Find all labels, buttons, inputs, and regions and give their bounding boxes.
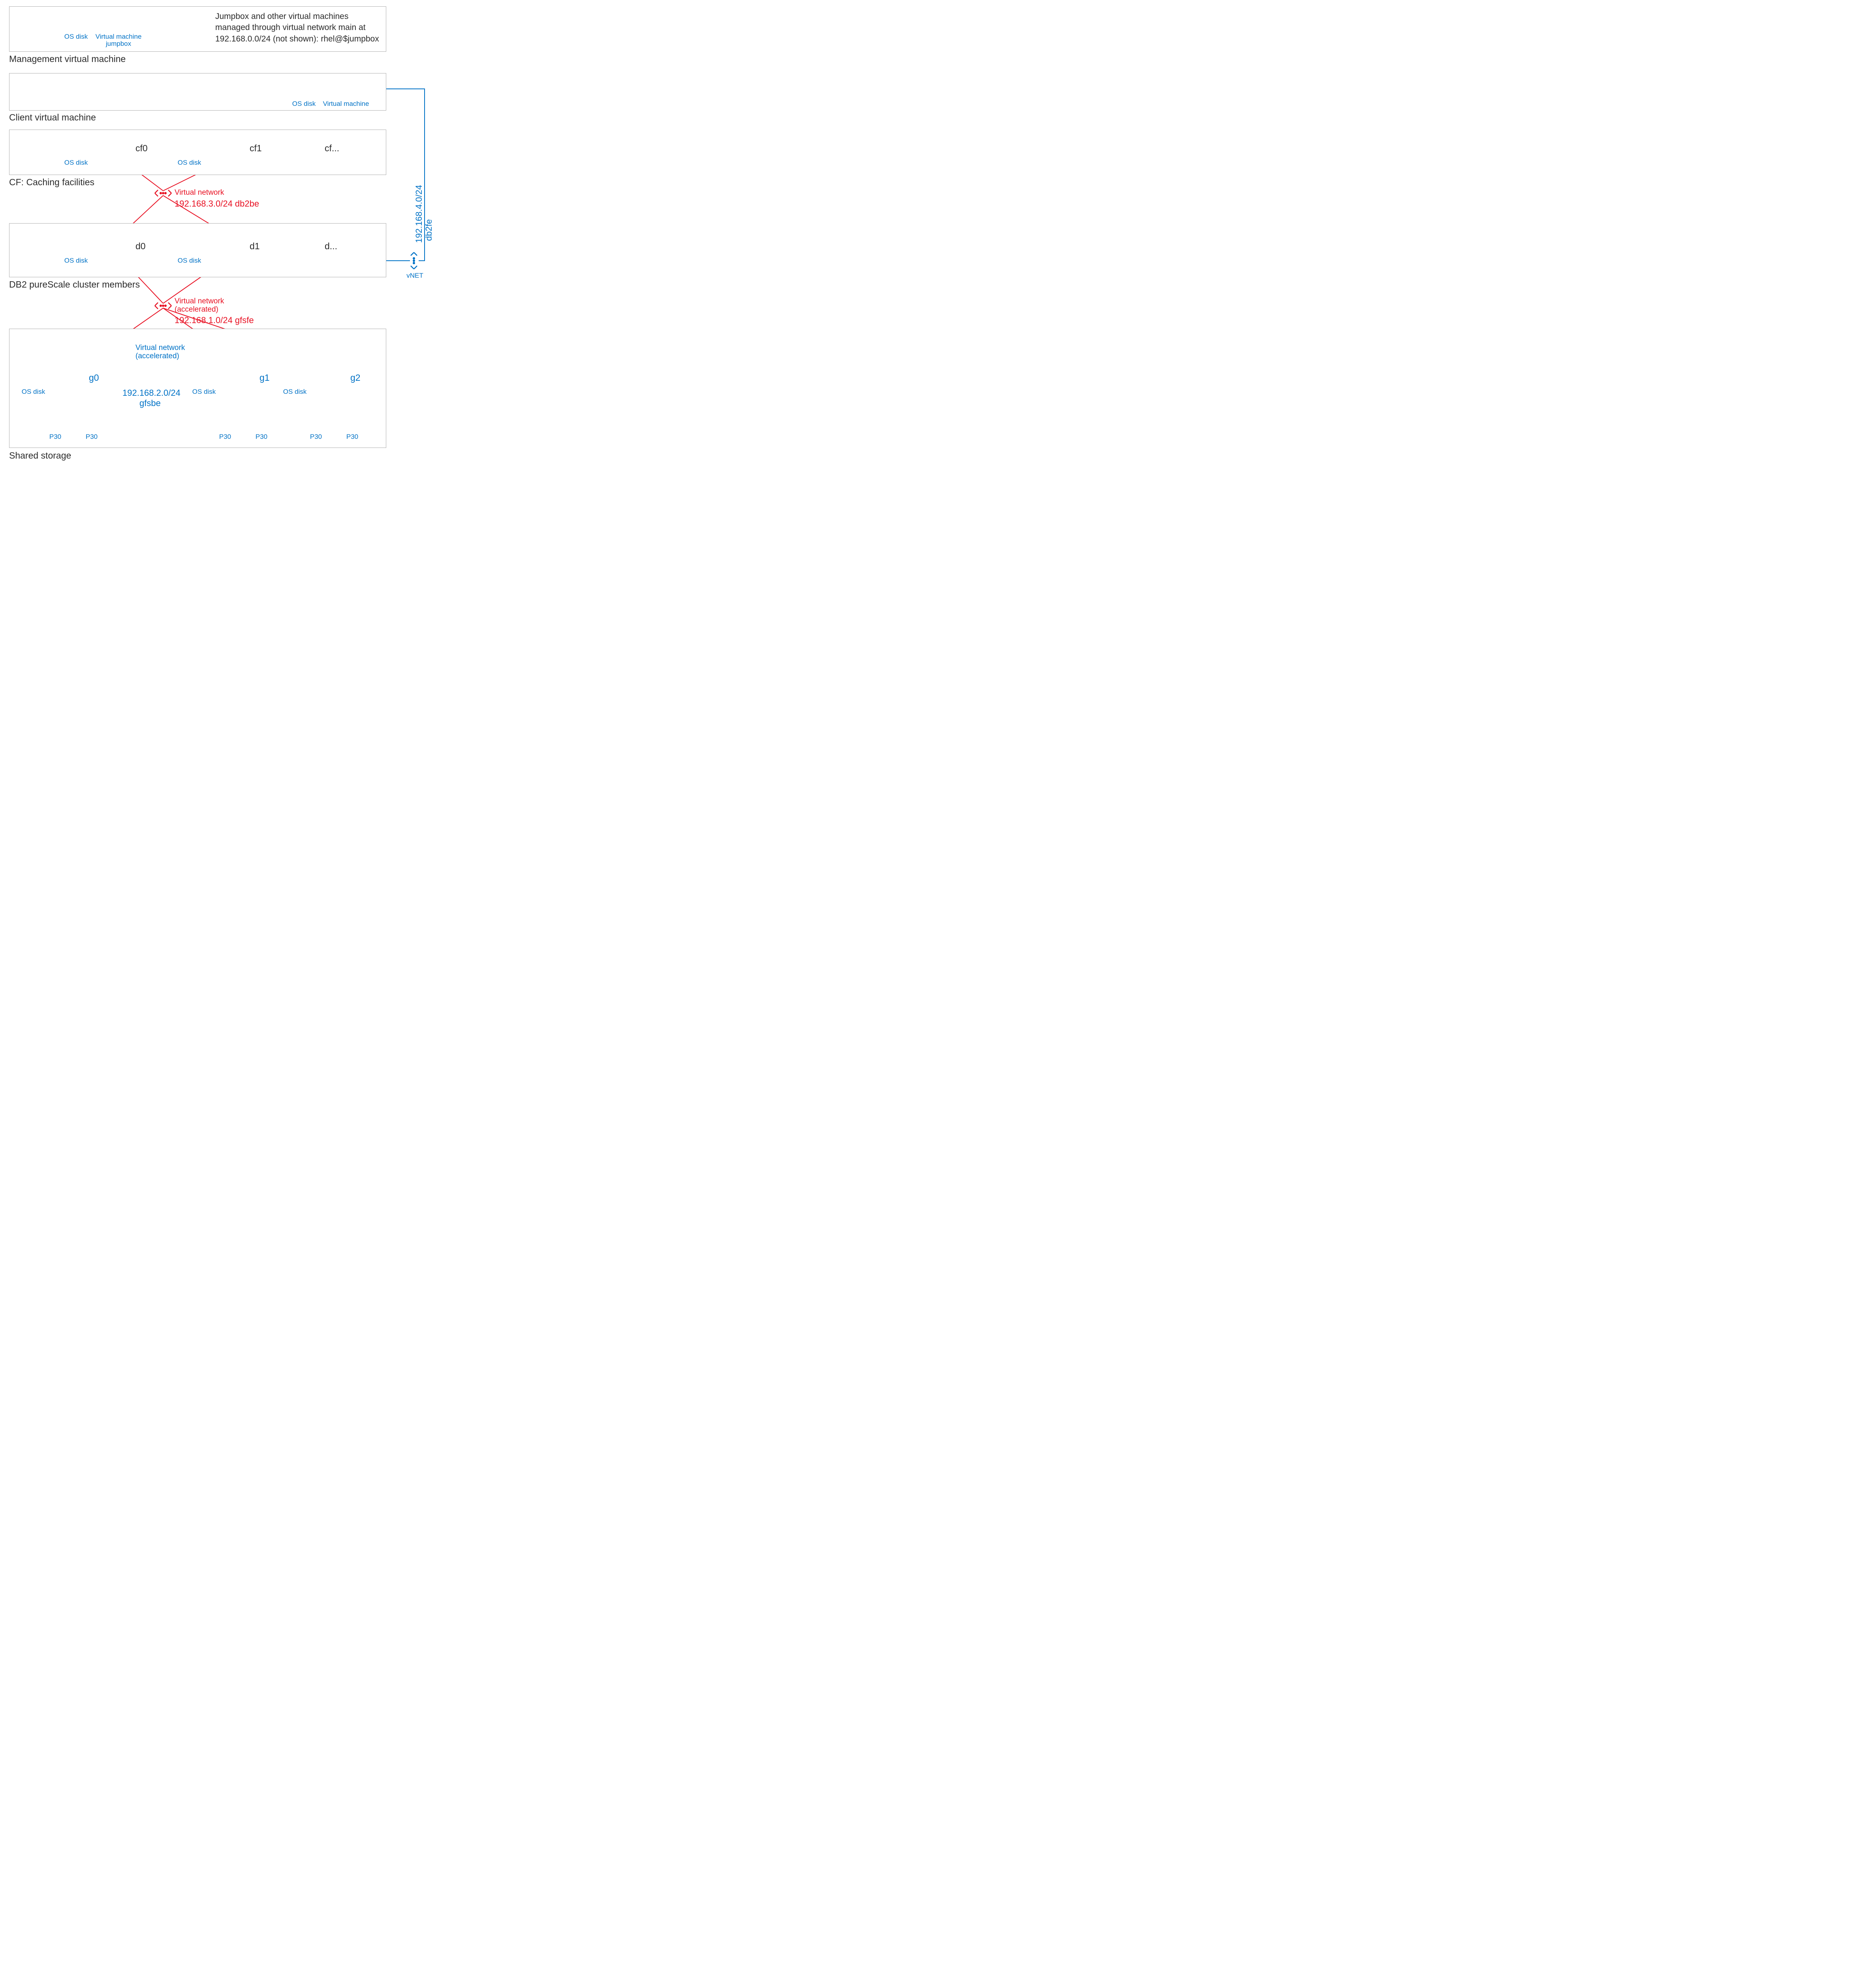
diagram-canvas: VM [0, 0, 434, 468]
vnet-gfsbe-l2: (accelerated) [135, 352, 179, 361]
osdisk-label: OS disk [191, 388, 217, 396]
vm-jumpbox-label-l1: Virtual machine [95, 33, 142, 41]
cf-title: CF: Caching facilities [9, 177, 94, 188]
g0-label: g0 [89, 372, 99, 383]
g1-label: g1 [259, 372, 270, 383]
vm-jumpbox-label-l2: jumpbox [95, 40, 142, 48]
vnet-db2fe-addr-l2: db2fe [424, 209, 434, 241]
p30-label: P30 [45, 433, 65, 441]
d1-label: d1 [250, 241, 260, 252]
cf1-label: cf1 [250, 143, 262, 154]
g2-label: g2 [350, 372, 361, 383]
vnet-gfsbe-addr-l2: gfsbe [139, 398, 161, 408]
osdisk-label: OS disk [282, 388, 308, 396]
dmore-label: d... [325, 241, 337, 252]
osdisk-label: OS disk [63, 257, 89, 265]
osdisk-label: OS disk [177, 159, 202, 167]
mgmt-title: Management virtual machine [9, 54, 126, 64]
osdisk-label: OS disk [21, 388, 46, 396]
d0-label: d0 [135, 241, 146, 252]
storage-title: Shared storage [9, 450, 71, 461]
osdisk-label: OS disk [63, 159, 89, 167]
vm-label: Virtual machine [322, 100, 370, 108]
osdisk-label: OS disk [177, 257, 202, 265]
p30-label: P30 [306, 433, 326, 441]
vnet-gfsfe-addr: 192.168.1.0/24 gfsfe [175, 315, 254, 325]
vnet-db2fe-addr-l1: 192.168.4.0/24 [414, 176, 424, 243]
vnet-gfsfe-l2: (accelerated) [175, 305, 218, 314]
vnet-db2be-addr: 192.168.3.0/24 db2be [175, 199, 259, 209]
vnet-gfsbe-addr-l1: 192.168.2.0/24 [122, 388, 180, 398]
osdisk-label: OS disk [63, 33, 89, 41]
client-title: Client virtual machine [9, 112, 96, 123]
vnet-db2fe-label: vNET [406, 272, 424, 280]
vnet-gfsfe-l1: Virtual network [175, 297, 224, 306]
p30-label: P30 [215, 433, 235, 441]
vnet-gfsbe-l1: Virtual network [135, 344, 185, 352]
osdisk-label: OS disk [291, 100, 317, 108]
p30-label: P30 [342, 433, 362, 441]
cfmore-label: cf... [325, 143, 339, 154]
p30-label: P30 [252, 433, 271, 441]
cf0-label: cf0 [135, 143, 148, 154]
description-text: Jumpbox and other virtual machines manag… [215, 11, 381, 45]
p30-label: P30 [82, 433, 102, 441]
vnet-db2be-label: Virtual network [175, 188, 224, 197]
db2-title: DB2 pureScale cluster members [9, 279, 140, 290]
